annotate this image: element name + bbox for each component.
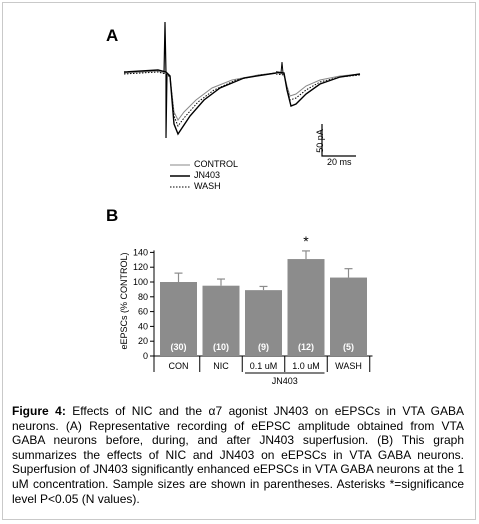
y-tick-label: 60	[138, 307, 148, 317]
legend-wash: WASH	[194, 181, 221, 191]
panel-b-label: B	[106, 206, 119, 225]
category-label: 0.1 uM	[250, 361, 278, 371]
sample-size-label: (12)	[298, 342, 314, 352]
sample-size-label: (9)	[258, 342, 269, 352]
trace-jn403-2	[275, 71, 361, 107]
trace-control-1	[123, 70, 277, 121]
stimulus-artifact-2	[280, 61, 284, 74]
caption-text: Effects of NIC and the α7 agonist JN403 …	[12, 404, 464, 506]
scale-bar-x-label: 20 ms	[327, 157, 352, 167]
sample-size-label: (10)	[213, 342, 229, 352]
y-tick-label: 100	[133, 277, 148, 287]
bar	[330, 277, 367, 356]
legend-jn403: JN403	[194, 170, 221, 180]
category-label: NIC	[213, 361, 229, 371]
trace-wash-1	[123, 71, 277, 128]
legend-control: CONTROL	[194, 159, 239, 169]
bar	[160, 282, 197, 356]
group-label-jn403: JN403	[272, 376, 298, 386]
significance-marker: *	[303, 233, 309, 249]
y-tick-label: 140	[133, 247, 148, 257]
bar	[202, 285, 240, 356]
panel-a-label: A	[106, 26, 119, 45]
bar-chart: 0 20 40 60 80 100 120 140 (30) CON (10) NIC (9) 0.1 u…	[133, 233, 373, 386]
trace-wash-2	[275, 73, 361, 101]
y-tick-label: 20	[138, 336, 148, 346]
category-label: WASH	[335, 361, 362, 371]
y-tick-label: 80	[138, 292, 148, 302]
caption-heading: Figure 4:	[12, 404, 66, 418]
y-tick-label: 40	[138, 321, 148, 331]
bar	[287, 259, 325, 356]
scale-bar	[321, 124, 356, 157]
category-label: 1.0 uM	[292, 361, 320, 371]
sample-size-label: (30)	[170, 342, 186, 352]
figure-caption: Figure 4: Effects of NIC and the α7 agon…	[12, 404, 464, 506]
sample-size-label: (5)	[343, 342, 354, 352]
y-tick-label: 0	[143, 351, 148, 361]
figure-frame	[2, 2, 476, 520]
bar	[245, 290, 282, 356]
category-label: CON	[169, 361, 189, 371]
y-tick-label: 120	[133, 262, 148, 272]
trace-jn403-1	[123, 69, 277, 136]
panel-a-traces	[123, 21, 361, 188]
